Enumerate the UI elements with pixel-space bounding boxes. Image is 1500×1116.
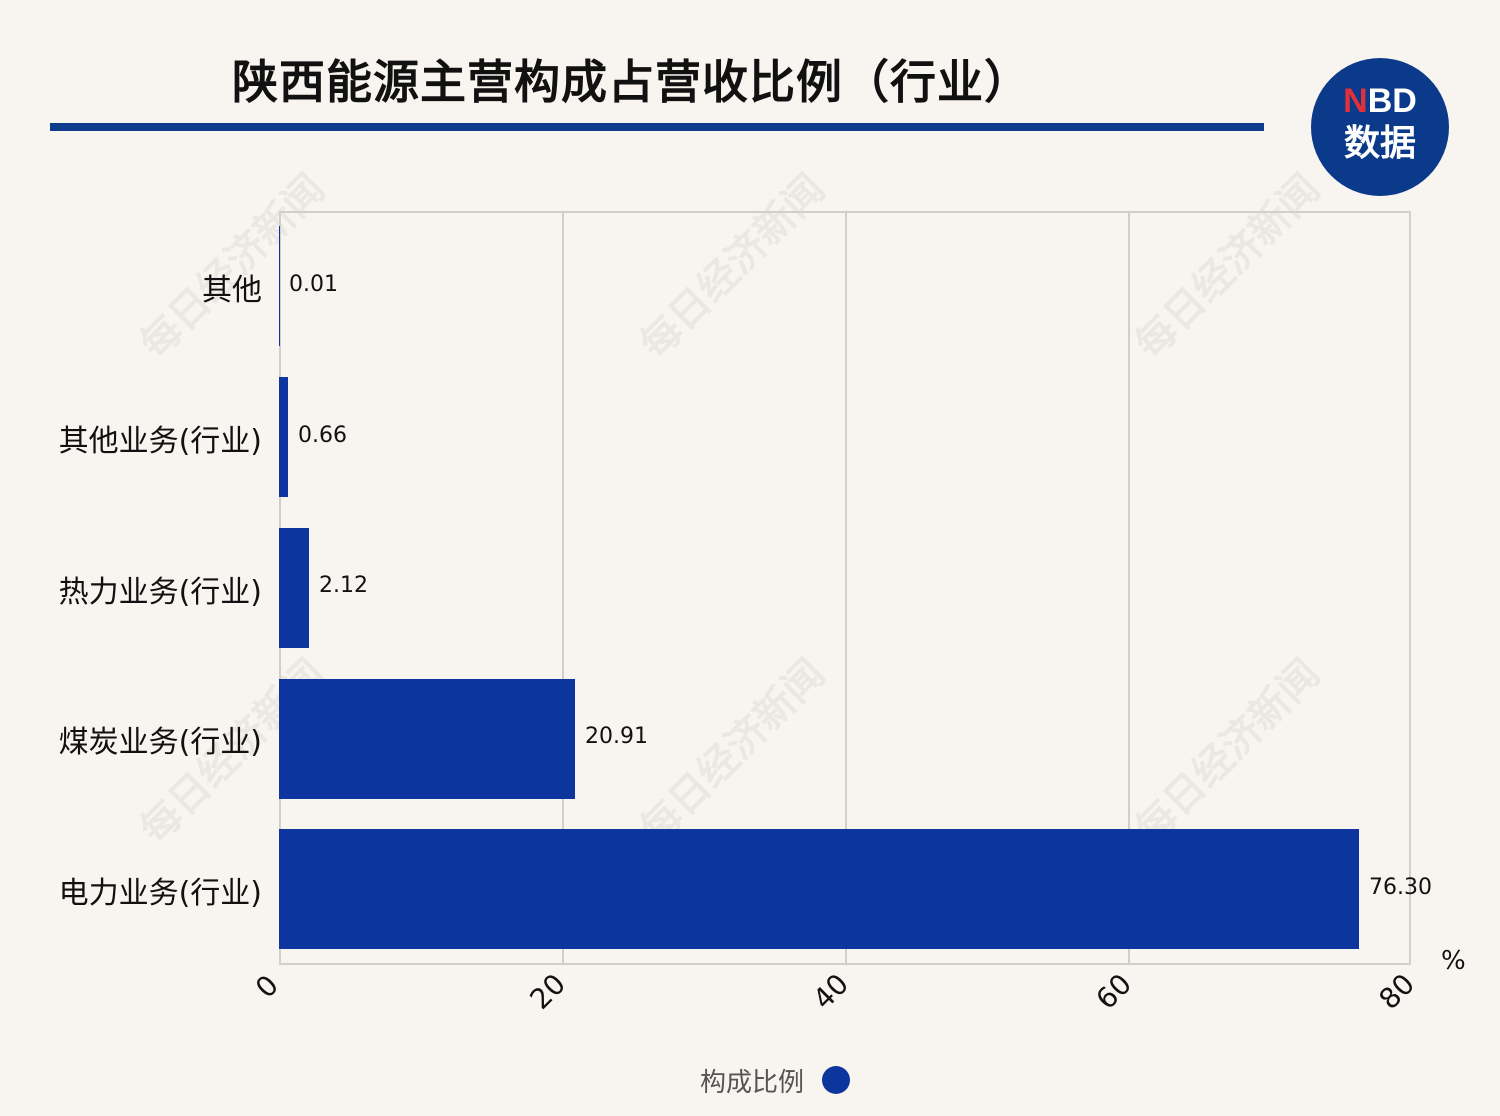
gridline-40 bbox=[845, 211, 847, 965]
value-label: 0.01 bbox=[289, 272, 338, 297]
gridline-20 bbox=[562, 211, 564, 965]
x-tick: 20 bbox=[523, 967, 573, 1016]
title-underline bbox=[50, 123, 1264, 131]
nbd-logo: NBD 数据 bbox=[1311, 58, 1449, 196]
bar-heat-business[interactable] bbox=[279, 528, 309, 648]
x-tick: 80 bbox=[1372, 967, 1422, 1016]
value-label: 76.30 bbox=[1369, 875, 1432, 900]
logo-subtitle: 数据 bbox=[1343, 123, 1416, 164]
x-tick: 0 bbox=[248, 968, 285, 1005]
category-label: 热力业务(行业) bbox=[58, 575, 262, 610]
legend-label[interactable]: 构成比例 bbox=[700, 1068, 805, 1098]
legend-marker-icon bbox=[822, 1066, 850, 1094]
category-label: 其他 bbox=[202, 273, 262, 308]
bar-other-business[interactable] bbox=[279, 377, 288, 497]
logo-brand: NBD bbox=[1343, 82, 1417, 120]
category-label: 煤炭业务(行业) bbox=[58, 725, 262, 760]
x-tick: 40 bbox=[806, 967, 856, 1016]
chart-title: 陕西能源主营构成占营收比例（行业） bbox=[232, 55, 1031, 109]
bar-power-business[interactable] bbox=[279, 829, 1359, 949]
value-label: 0.66 bbox=[298, 423, 347, 448]
category-label: 电力业务(行业) bbox=[58, 876, 262, 911]
gridline-60 bbox=[1128, 211, 1130, 965]
category-label: 其他业务(行业) bbox=[58, 424, 262, 459]
bar-other[interactable] bbox=[279, 226, 280, 346]
bar-coal-business[interactable] bbox=[279, 679, 575, 799]
value-label: 20.91 bbox=[585, 724, 648, 749]
x-axis-unit: % bbox=[1441, 946, 1466, 976]
value-label: 2.12 bbox=[319, 573, 368, 598]
x-tick: 60 bbox=[1089, 967, 1139, 1016]
